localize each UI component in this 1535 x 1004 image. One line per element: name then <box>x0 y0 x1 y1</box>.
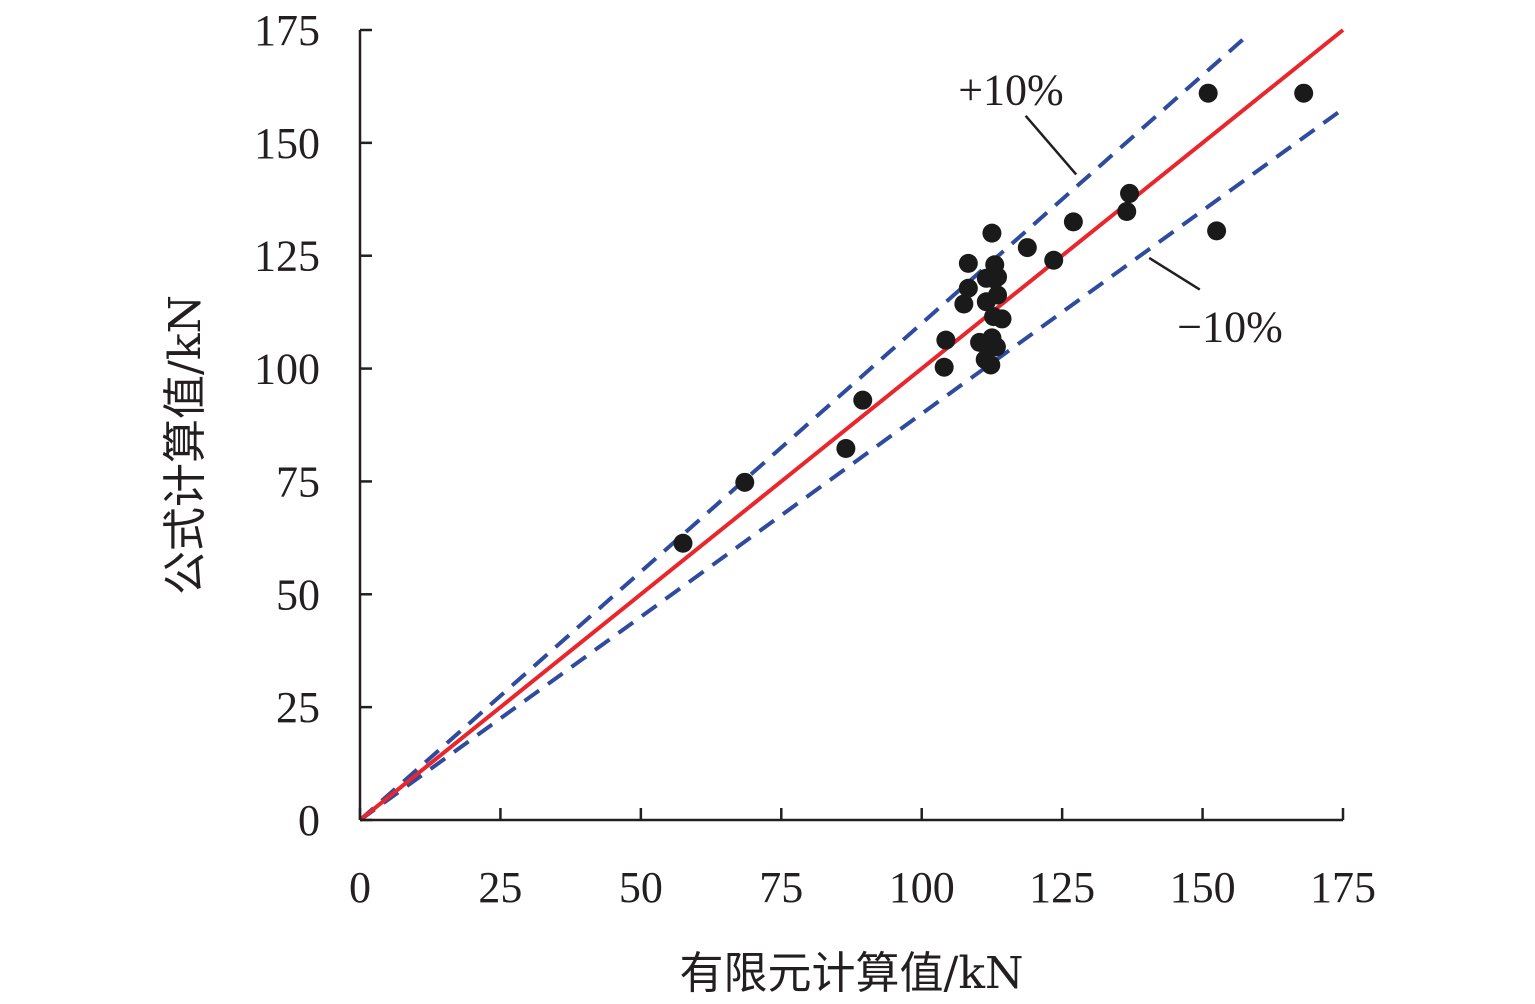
x-tick-label: 75 <box>759 863 803 912</box>
annotation-pointer <box>1148 256 1201 291</box>
y-axis-title: 公式计算值/kN <box>160 295 211 595</box>
annotation-plus10: +10% <box>958 65 1063 114</box>
data-points <box>673 83 1314 553</box>
band-line-plus10 <box>358 33 1249 822</box>
annotation-pointer <box>1024 114 1078 176</box>
x-tick-label: 25 <box>478 863 522 912</box>
data-point <box>936 330 956 350</box>
reference-lines <box>358 28 1345 822</box>
data-point <box>986 337 1006 357</box>
x-axis-title: 有限元计算值/kN <box>680 948 1024 999</box>
band-line-minus10 <box>358 107 1345 822</box>
x-tick-label: 125 <box>1029 863 1095 912</box>
y-tick-label: 150 <box>254 119 320 168</box>
data-point <box>1044 250 1064 270</box>
data-point <box>988 285 1008 305</box>
data-point <box>853 390 873 410</box>
y-tick-label: 0 <box>298 796 320 845</box>
data-point <box>981 355 1001 375</box>
data-point <box>988 267 1008 287</box>
x-tick-label: 100 <box>889 863 955 912</box>
y-tick-label: 175 <box>254 6 320 55</box>
y-tick-label: 75 <box>276 457 320 506</box>
annotation-minus10: −10% <box>1177 302 1282 351</box>
data-point <box>958 278 978 298</box>
data-point <box>934 357 954 377</box>
x-tick-label: 150 <box>1170 863 1236 912</box>
data-point <box>673 533 693 553</box>
y-tick-label: 125 <box>254 232 320 281</box>
data-point <box>958 253 978 273</box>
x-tick-label: 50 <box>619 863 663 912</box>
x-tick-label: 175 <box>1310 863 1376 912</box>
data-point <box>735 472 755 492</box>
x-tick-label: 0 <box>349 863 371 912</box>
y-tick-label: 100 <box>254 345 320 394</box>
data-point <box>982 223 1002 243</box>
annotations: +10% −10% <box>958 65 1283 351</box>
y-tick-label: 50 <box>276 570 320 619</box>
data-point <box>1294 83 1314 103</box>
data-point <box>1207 221 1227 241</box>
data-point <box>836 438 856 458</box>
y-tick-label: 25 <box>276 683 320 732</box>
data-point <box>954 294 974 314</box>
data-point <box>992 309 1012 329</box>
axes: 0 25 50 75 100 125 150 175 0 25 50 75 100 125 150 175 有限… <box>160 6 1376 999</box>
data-point <box>1198 83 1218 103</box>
data-point <box>1120 183 1140 203</box>
data-point <box>1063 212 1083 232</box>
data-point <box>1017 238 1037 258</box>
data-point <box>1117 201 1137 221</box>
fit-line <box>358 28 1345 822</box>
